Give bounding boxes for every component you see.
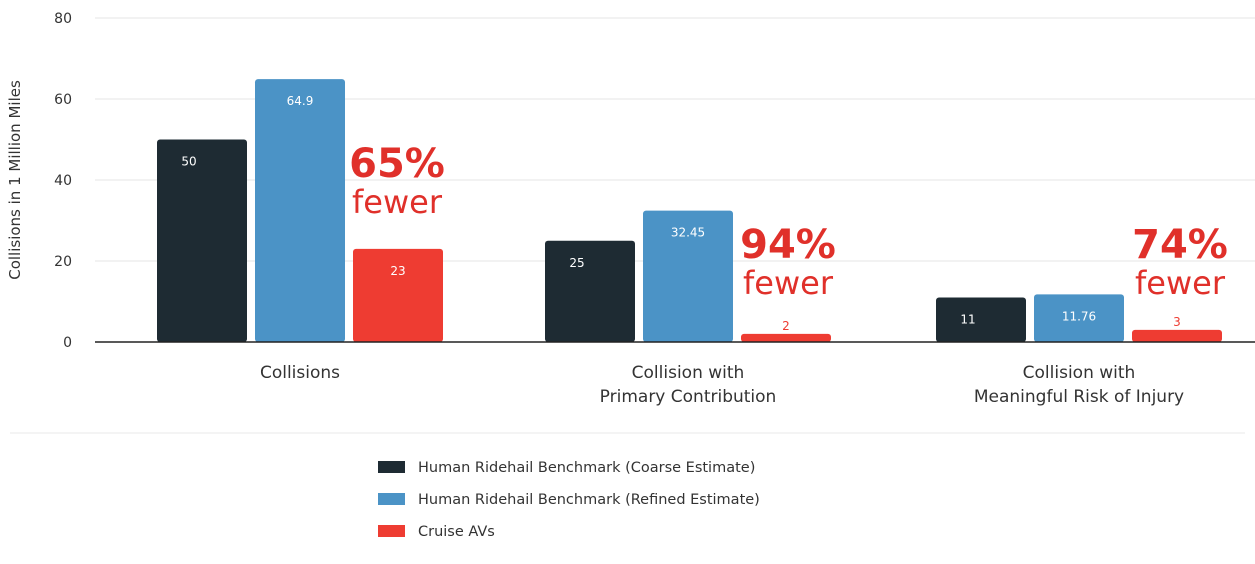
y-axis-title: Collisions in 1 Million Miles [6,80,24,280]
y-tick-label-0: 0 [63,335,72,351]
legend-label-3: Cruise AVs [418,524,495,540]
bar-value-label-2-1: 64.9 [287,94,314,108]
bar-value-label-2-2: 32.45 [671,226,705,240]
annotation-percent-3: 74% [1132,222,1228,268]
bar-1-2 [545,240,635,342]
bar-3-2 [741,333,831,342]
category-label-2-line-2: Primary Contribution [600,387,777,407]
y-tick-label-3: 60 [54,92,72,108]
category-label-1: Collisions [260,363,340,383]
legend-label-1: Human Ridehail Benchmark (Coarse Estimat… [418,460,755,476]
y-tick-label-1: 20 [54,254,72,270]
category-label-2-line-1: Collision with [632,363,745,383]
bar-value-label-1-3: 11 [960,312,975,326]
category-label-3-line-2: Meaningful Risk of Injury [974,387,1184,407]
annotation-word-2: fewer [743,264,834,302]
annotation-word-3: fewer [1135,264,1226,302]
bar-value-label-2-3: 11.76 [1062,309,1096,323]
bar-value-label-3-2: 2 [782,319,790,333]
bar-1-1 [157,139,247,342]
annotation-word-1: fewer [352,183,443,221]
bar-2-1 [255,79,345,342]
bar-3-1 [353,248,443,342]
bar-value-label-3-1: 23 [390,264,405,278]
legend-swatch-1 [378,461,405,473]
bar-value-label-3-3: 3 [1173,315,1181,329]
bar-value-label-1-1: 50 [181,155,196,169]
bar-2-3 [1034,294,1124,342]
legend-swatch-3 [378,525,405,537]
y-tick-label-2: 40 [54,173,72,189]
y-tick-label-4: 80 [54,11,72,27]
legend-swatch-2 [378,493,405,505]
bar-3-3 [1132,329,1222,342]
bar-value-label-1-2: 25 [569,256,584,270]
legend-label-2: Human Ridehail Benchmark (Refined Estima… [418,492,760,508]
bar-2-2 [643,210,733,342]
annotation-percent-1: 65% [349,141,445,187]
bar-1-3 [936,297,1026,342]
annotation-percent-2: 94% [740,222,836,268]
category-label-3-line-1: Collision with [1023,363,1136,383]
